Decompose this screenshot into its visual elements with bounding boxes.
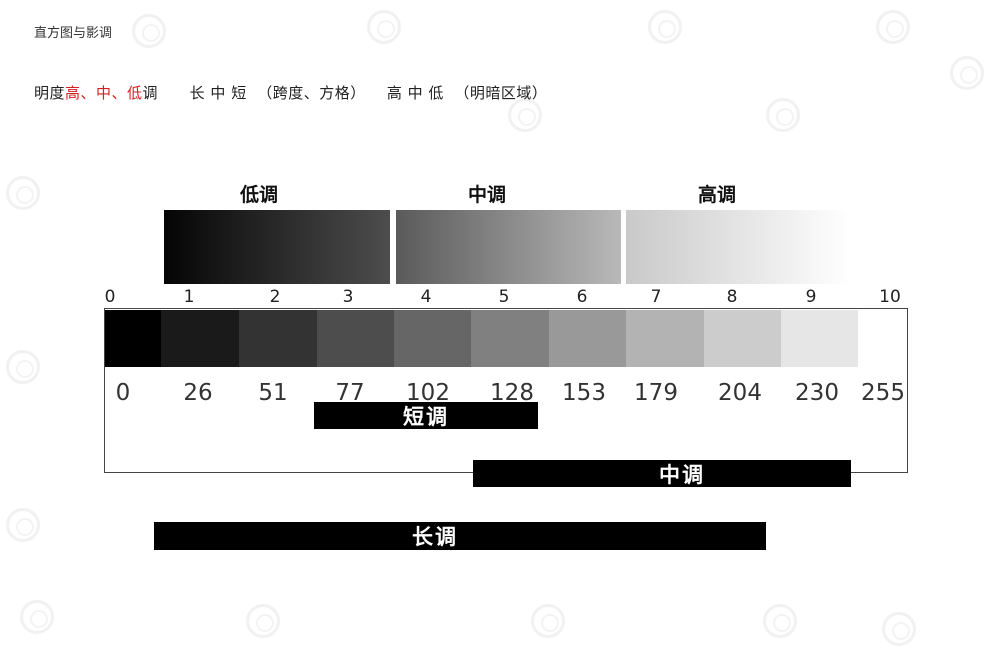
zone-number: 8 bbox=[727, 287, 738, 307]
gray-swatch bbox=[549, 310, 626, 367]
mid-tone-gradient bbox=[396, 210, 621, 284]
short-tone-bar: 短调 bbox=[314, 402, 538, 429]
gray-swatch bbox=[858, 310, 907, 367]
gray-value: 51 bbox=[258, 380, 287, 406]
watermark-logo bbox=[367, 10, 401, 44]
watermark-logo bbox=[876, 10, 910, 44]
mid-tone-bar: 中调 bbox=[473, 460, 851, 487]
tone-label-mid: 中调 bbox=[468, 180, 506, 207]
high-tone-gradient bbox=[626, 210, 850, 284]
zone-number: 1 bbox=[184, 287, 195, 307]
watermark-logo bbox=[882, 612, 916, 646]
subtitle-red-part: 高、中、低 bbox=[65, 84, 143, 102]
tone-label-high: 高调 bbox=[698, 180, 736, 207]
gray-swatch bbox=[704, 310, 781, 367]
watermark-logo bbox=[950, 56, 984, 90]
zone-number: 0 bbox=[105, 287, 116, 307]
zone-number: 10 bbox=[879, 287, 901, 307]
gray-value: 204 bbox=[718, 380, 762, 406]
zone-number: 5 bbox=[499, 287, 510, 307]
zone-number: 7 bbox=[651, 287, 662, 307]
watermark-logo bbox=[648, 10, 682, 44]
gray-value: 26 bbox=[183, 380, 212, 406]
gray-swatch bbox=[105, 310, 161, 367]
low-tone-gradient bbox=[164, 210, 390, 284]
watermark-logo bbox=[6, 176, 40, 210]
gray-value: 230 bbox=[795, 380, 839, 406]
zone-number: 4 bbox=[421, 287, 432, 307]
watermark-logo bbox=[508, 98, 542, 132]
watermark-logo bbox=[132, 14, 166, 48]
gray-swatch bbox=[471, 310, 549, 367]
long-tone-bar: 长调 bbox=[154, 522, 766, 550]
subtitle-zones-text: 高 中 低 （明暗区域） bbox=[387, 84, 548, 102]
watermark-logo bbox=[763, 604, 797, 638]
page-title: 直方图与影调 bbox=[34, 22, 112, 41]
gray-swatch bbox=[781, 310, 858, 367]
gray-swatch bbox=[626, 310, 704, 367]
watermark-logo bbox=[6, 508, 40, 542]
zone-number: 9 bbox=[806, 287, 817, 307]
watermark-logo bbox=[20, 600, 54, 634]
gray-value: 255 bbox=[861, 380, 905, 406]
zone-number: 2 bbox=[270, 287, 281, 307]
gray-swatch bbox=[317, 310, 394, 367]
watermark-logo bbox=[531, 604, 565, 638]
watermark-logo bbox=[6, 350, 40, 384]
gray-swatch bbox=[161, 310, 239, 367]
subtitle-prefix: 明度 bbox=[34, 84, 65, 102]
zone-number: 6 bbox=[577, 287, 588, 307]
gray-value: 153 bbox=[562, 380, 606, 406]
watermark-logo bbox=[766, 98, 800, 132]
gray-value: 0 bbox=[116, 380, 131, 406]
watermark-logo bbox=[246, 604, 280, 638]
subtitle-span-text: 长 中 短 （跨度、方格） bbox=[190, 84, 366, 102]
gray-swatch bbox=[239, 310, 317, 367]
subtitle-suffix: 调 bbox=[143, 84, 159, 102]
gray-swatch bbox=[394, 310, 471, 367]
tone-label-low: 低调 bbox=[240, 180, 278, 207]
gray-value: 179 bbox=[634, 380, 678, 406]
subtitle: 明度高、中、低调 长 中 短 （跨度、方格） 高 中 低 （明暗区域） bbox=[34, 82, 547, 103]
zone-number: 3 bbox=[343, 287, 354, 307]
